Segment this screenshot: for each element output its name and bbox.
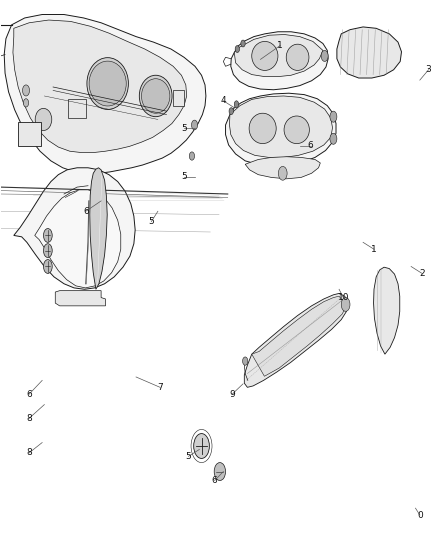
Text: 6: 6 (308, 141, 314, 150)
Ellipse shape (286, 44, 309, 70)
Polygon shape (230, 96, 332, 157)
Polygon shape (231, 32, 328, 90)
Polygon shape (234, 35, 323, 77)
Text: 8: 8 (26, 448, 32, 457)
Text: 8: 8 (26, 414, 32, 423)
Polygon shape (226, 93, 336, 166)
Circle shape (22, 85, 29, 96)
Ellipse shape (87, 58, 128, 109)
Polygon shape (13, 20, 187, 152)
Ellipse shape (141, 79, 170, 113)
Polygon shape (337, 27, 402, 78)
Text: 0: 0 (417, 511, 423, 520)
Circle shape (43, 260, 52, 273)
Circle shape (23, 99, 28, 107)
Polygon shape (245, 157, 320, 179)
Ellipse shape (139, 75, 172, 117)
Circle shape (191, 120, 198, 130)
Circle shape (194, 433, 209, 458)
Text: 7: 7 (157, 383, 163, 392)
Text: 6: 6 (83, 207, 89, 216)
Polygon shape (252, 296, 346, 376)
Text: 9: 9 (229, 390, 235, 399)
Text: 4: 4 (221, 96, 226, 106)
Text: 5: 5 (148, 217, 154, 226)
Text: 5: 5 (181, 124, 187, 133)
Text: 5: 5 (186, 452, 191, 461)
Text: 10: 10 (338, 293, 349, 302)
Text: 3: 3 (426, 65, 431, 74)
Polygon shape (35, 190, 121, 288)
Circle shape (279, 166, 287, 180)
Polygon shape (14, 168, 135, 289)
Text: 1: 1 (371, 245, 377, 254)
Circle shape (214, 463, 226, 481)
Bar (173, 91, 184, 106)
Circle shape (241, 40, 245, 47)
Text: 2: 2 (419, 269, 425, 278)
Circle shape (341, 297, 350, 311)
Ellipse shape (89, 61, 126, 106)
Bar (68, 99, 86, 118)
Polygon shape (55, 290, 106, 306)
Circle shape (229, 108, 233, 115)
Circle shape (330, 111, 337, 122)
Text: 5: 5 (181, 172, 187, 181)
Text: 1: 1 (277, 41, 283, 50)
Circle shape (330, 133, 337, 144)
Ellipse shape (249, 113, 276, 143)
Circle shape (43, 244, 52, 257)
Polygon shape (374, 267, 400, 354)
Circle shape (234, 101, 239, 108)
Circle shape (189, 152, 194, 160)
Text: 6: 6 (212, 476, 218, 485)
Circle shape (43, 229, 52, 243)
Polygon shape (90, 168, 107, 289)
Ellipse shape (35, 108, 52, 131)
Circle shape (235, 45, 240, 52)
Text: 6: 6 (26, 390, 32, 399)
Polygon shape (4, 14, 206, 173)
Ellipse shape (252, 42, 278, 70)
Circle shape (321, 51, 328, 61)
Circle shape (243, 357, 248, 365)
Bar (18, 122, 41, 146)
Ellipse shape (284, 116, 309, 143)
Polygon shape (244, 294, 348, 387)
